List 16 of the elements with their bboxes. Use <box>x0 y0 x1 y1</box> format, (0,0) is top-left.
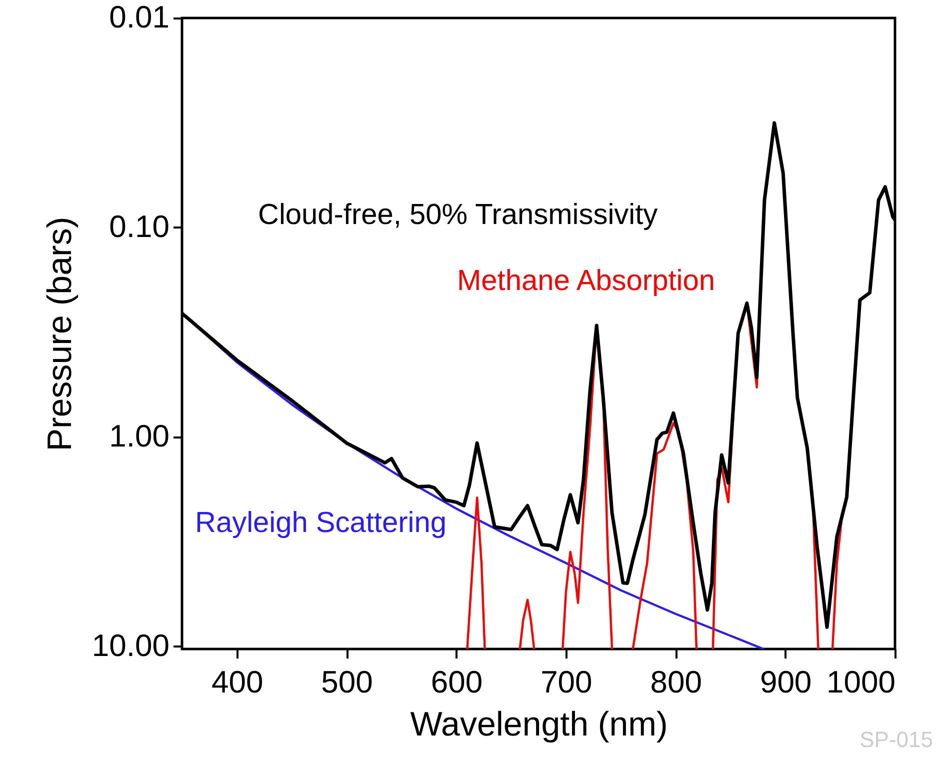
x-tick-label: 600 <box>430 664 483 700</box>
y-tick-label: 1.00 <box>109 418 170 454</box>
x-tick-label: 1000 <box>826 664 896 700</box>
y-tick-label: 0.01 <box>109 0 170 34</box>
x-tick-label: 400 <box>211 664 264 700</box>
x-tick-label: 500 <box>321 664 373 700</box>
y-tick-label: 0.10 <box>109 208 170 244</box>
y-axis-title: Pressure (bars) <box>40 216 79 452</box>
x-axis-title: Wavelength (nm) <box>410 706 668 744</box>
x-tick-label: 800 <box>650 664 702 700</box>
series-label: Methane Absorption <box>457 265 715 297</box>
series-label: Rayleigh Scattering <box>195 507 446 539</box>
x-tick-label: 900 <box>760 664 812 700</box>
text: Cloud-free, 50% Transmissivity <box>258 199 658 231</box>
y-tick-label: 10.00 <box>92 628 170 663</box>
x-tick-label: 700 <box>540 664 592 700</box>
